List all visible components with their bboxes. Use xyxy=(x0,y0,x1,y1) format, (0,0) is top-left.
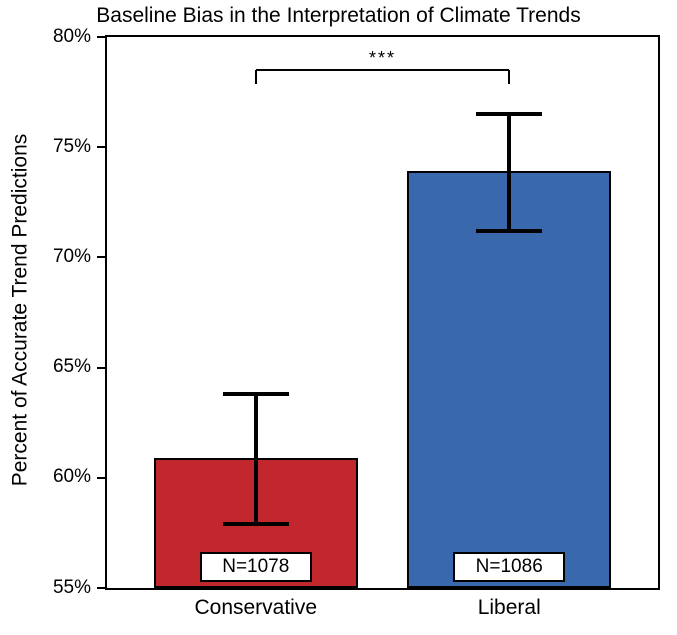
y-axis-label: Percent of Accurate Trend Predictions xyxy=(8,32,32,587)
error-bar-cap-bottom xyxy=(223,522,289,526)
error-bar-line xyxy=(507,114,511,231)
y-tick-mark xyxy=(97,367,105,369)
chart-title: Baseline Bias in the Interpretation of C… xyxy=(0,4,677,28)
error-bar-cap-bottom xyxy=(476,229,542,233)
error-bar-cap-top xyxy=(223,392,289,396)
significance-bracket-top xyxy=(256,69,509,71)
y-tick-mark xyxy=(97,587,105,589)
error-bar-cap-top xyxy=(476,112,542,116)
y-tick-mark xyxy=(97,477,105,479)
y-tick-mark xyxy=(97,36,105,38)
bar-liberal xyxy=(407,171,611,588)
n-label: N=1086 xyxy=(453,552,565,582)
significance-bracket-right xyxy=(508,70,510,84)
n-label: N=1078 xyxy=(200,552,312,582)
significance-label: *** xyxy=(353,48,413,69)
y-tick-mark xyxy=(97,146,105,148)
error-bar-line xyxy=(254,394,258,524)
chart-container: Baseline Bias in the Interpretation of C… xyxy=(0,0,677,635)
significance-bracket-left xyxy=(255,70,257,84)
y-tick-mark xyxy=(97,256,105,258)
x-category-label: Conservative xyxy=(154,596,358,620)
x-category-label: Liberal xyxy=(407,596,611,620)
